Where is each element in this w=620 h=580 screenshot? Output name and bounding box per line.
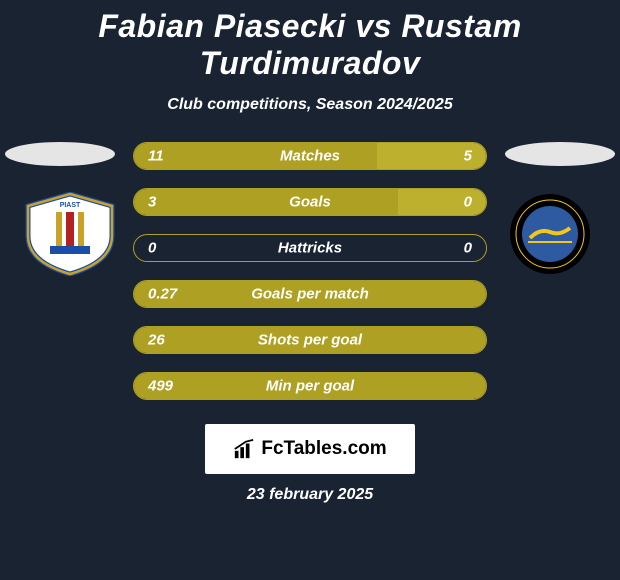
player-ellipse-right: [505, 142, 615, 166]
stat-value-left: 0.27: [148, 286, 177, 303]
comparison-area: PIAST 11 5 Matches 3 0 Goals 0 0 Hattricks 0.27 Go…: [0, 142, 620, 400]
stat-row: 0 0 Hattricks: [133, 234, 487, 262]
stat-value-left: 26: [148, 332, 165, 349]
stats-list: 11 5 Matches 3 0 Goals 0 0 Hattricks 0.27 Goals pe…: [133, 142, 487, 400]
stat-row: 3 0 Goals: [133, 188, 487, 216]
stat-fill-right: [398, 189, 486, 215]
page-title: Fabian Piasecki vs Rustam Turdimuradov: [0, 0, 620, 82]
stat-row: 499 Min per goal: [133, 372, 487, 400]
stat-value-left: 0: [148, 240, 156, 257]
stat-value-left: 11: [148, 148, 164, 165]
date-label: 23 february 2025: [0, 486, 620, 504]
team-crest-left: PIAST: [20, 192, 120, 276]
stat-fill-left: [134, 189, 398, 215]
subtitle: Club competitions, Season 2024/2025: [0, 96, 620, 114]
player-ellipse-left: [5, 142, 115, 166]
svg-text:PIAST: PIAST: [60, 202, 81, 209]
crest-left-icon: PIAST: [20, 192, 120, 276]
team-crest-right: [500, 192, 600, 276]
stat-row: 11 5 Matches: [133, 142, 487, 170]
stat-value-right: 5: [464, 148, 472, 165]
stat-label: Min per goal: [266, 378, 354, 395]
stat-fill-left: [134, 143, 377, 169]
stat-label: Hattricks: [278, 240, 342, 257]
brand-box: FcTables.com: [205, 424, 415, 474]
stat-row: 26 Shots per goal: [133, 326, 487, 354]
stat-value-left: 3: [148, 194, 156, 211]
chart-icon: [233, 438, 255, 460]
stat-label: Shots per goal: [258, 332, 362, 349]
stat-label: Goals per match: [251, 286, 369, 303]
stat-label: Matches: [280, 148, 340, 165]
crest-right-icon: [500, 192, 600, 276]
brand-text: FcTables.com: [261, 438, 386, 460]
stat-value-left: 499: [148, 378, 173, 395]
stat-value-right: 0: [464, 194, 472, 211]
stat-row: 0.27 Goals per match: [133, 280, 487, 308]
stat-value-right: 0: [464, 240, 472, 257]
stat-label: Goals: [289, 194, 331, 211]
